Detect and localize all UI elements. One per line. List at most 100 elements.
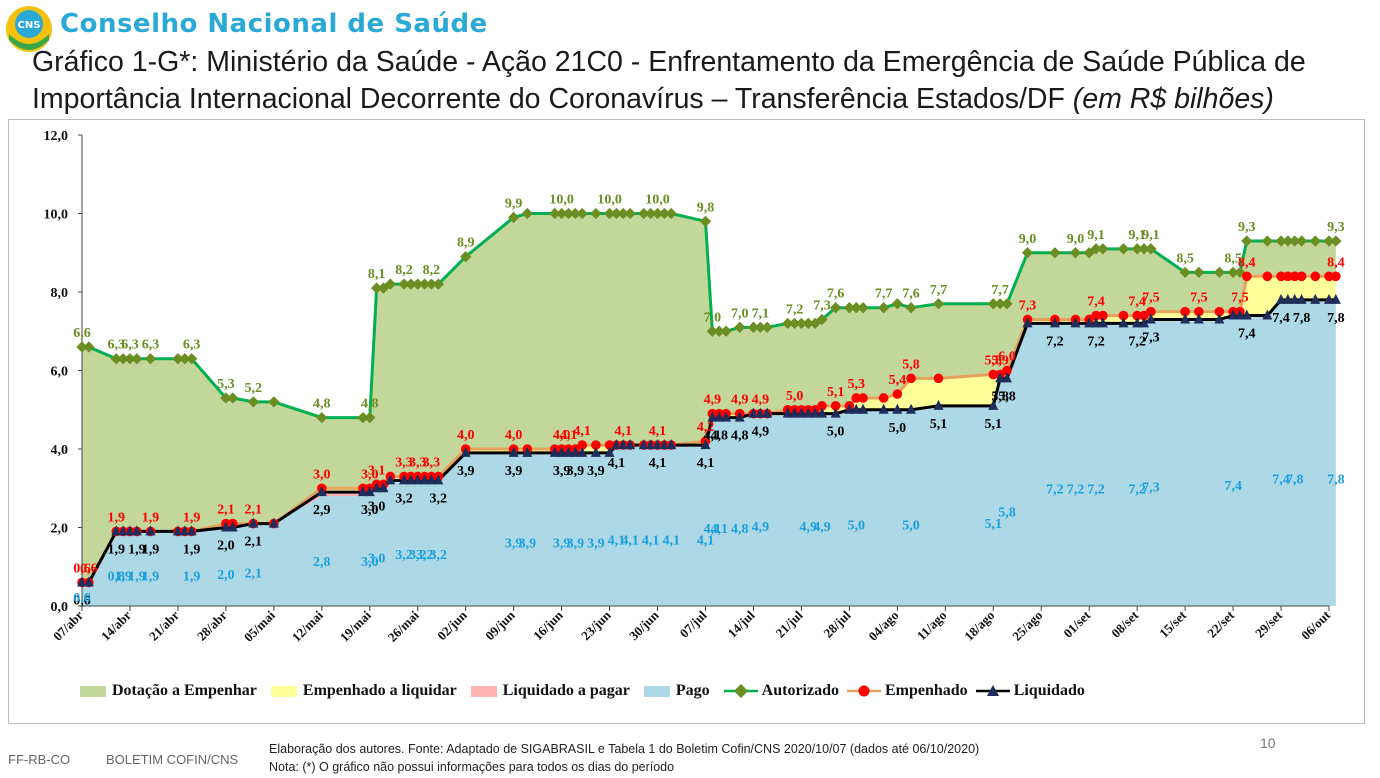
point-autorizado bbox=[227, 392, 239, 404]
data-label-empenhado: 4,9 bbox=[752, 393, 770, 408]
point-liquidado bbox=[268, 517, 279, 528]
data-label-pago: 4,1 bbox=[621, 533, 639, 548]
data-label-pago: 4,1 bbox=[710, 522, 728, 537]
data-label-autorizado: 9,1 bbox=[1087, 228, 1105, 243]
data-label-autorizado: 8,1 bbox=[368, 267, 386, 282]
data-label-pago: 1,9 bbox=[114, 570, 132, 585]
org-name: Conselho Nacional de Saúde bbox=[60, 9, 488, 39]
data-label-pago: 4,1 bbox=[642, 533, 660, 548]
area-dotacao-a-empenhar bbox=[82, 213, 1336, 583]
point-autorizado bbox=[651, 207, 664, 220]
data-label-liquidado: 4,1 bbox=[649, 456, 667, 471]
point-liquidado bbox=[796, 407, 807, 418]
point-liquidado bbox=[357, 486, 368, 497]
data-label-empenhado: 7,5 bbox=[1142, 291, 1160, 306]
data-label-empenhado: 7,4 bbox=[1128, 295, 1146, 310]
data-label-autorizado: 4,8 bbox=[361, 397, 379, 412]
data-label-empenhado: 0,6 bbox=[73, 561, 91, 576]
point-autorizado bbox=[1117, 243, 1130, 255]
y-tick-label: 8,0 bbox=[51, 286, 69, 301]
x-tick-label: 19/mai bbox=[337, 607, 374, 644]
point-liquidado bbox=[364, 486, 375, 497]
data-label-liquidado: 7,8 bbox=[1293, 311, 1311, 326]
point-empenhado bbox=[1194, 306, 1204, 317]
data-label-pago: 7,8 bbox=[1286, 472, 1304, 487]
data-label-empenhado: 2,1 bbox=[245, 503, 263, 518]
x-tick-label: 29/set bbox=[1252, 607, 1286, 641]
point-autorizado bbox=[699, 215, 712, 228]
data-label-pago: 3,0 bbox=[361, 555, 379, 570]
data-label-liquidado: 7,3 bbox=[1142, 330, 1160, 345]
point-empenhado bbox=[830, 401, 841, 411]
point-liquidado bbox=[830, 407, 841, 418]
data-label-empenhado: 7,4 bbox=[1087, 295, 1105, 310]
data-label-liquidado: 4,9 bbox=[752, 425, 770, 440]
point-autorizado bbox=[405, 278, 417, 290]
y-tick-label: 0,0 bbox=[51, 600, 69, 615]
x-tick-label: 18/ago bbox=[961, 608, 997, 644]
legend-item-empenhado-a-liquidar: Empenhado a liquidar bbox=[270, 682, 457, 700]
point-autorizado bbox=[418, 278, 431, 290]
data-label-autorizado: 7,2 bbox=[786, 302, 804, 317]
point-liquidado bbox=[1180, 313, 1191, 324]
point-empenhado bbox=[988, 369, 999, 380]
data-label-empenhado: 1,9 bbox=[142, 510, 160, 525]
data-label-empenhado: 5,4 bbox=[889, 373, 907, 388]
data-label-pago: 7,3 bbox=[1142, 481, 1160, 496]
legend-label-empenhado-a-liquidar: Empenhado a liquidar bbox=[302, 682, 457, 699]
point-autorizado bbox=[1097, 243, 1109, 255]
point-autorizado bbox=[357, 411, 369, 424]
data-label-pago: 3,9 bbox=[587, 537, 605, 552]
point-empenhado bbox=[892, 389, 903, 399]
x-tick-label: 21/jul bbox=[772, 607, 805, 640]
data-label-empenhado: 4,0 bbox=[457, 428, 475, 443]
point-liquidado bbox=[1022, 317, 1033, 328]
data-label-pago: 3,0 bbox=[368, 552, 386, 567]
data-label-pago: 5,0 bbox=[847, 519, 865, 534]
data-label-liquidado: 3,2 bbox=[395, 491, 413, 506]
data-label-liquidado: 5,1 bbox=[985, 417, 1003, 432]
legend-label-dotacao: Dotação a Empenhar bbox=[112, 682, 257, 699]
point-autorizado bbox=[1330, 235, 1342, 247]
point-autorizado bbox=[761, 321, 773, 333]
data-label-liquidado: 2,0 bbox=[217, 539, 235, 554]
data-label-autorizado: 8,2 bbox=[395, 263, 413, 278]
point-liquidado bbox=[549, 446, 560, 457]
page-number: 10 bbox=[1260, 735, 1276, 751]
point-liquidado bbox=[131, 525, 142, 536]
data-label-pago: 3,9 bbox=[553, 537, 571, 552]
data-label-liquidado: 3,0 bbox=[368, 499, 386, 514]
data-label-pago: 7,2 bbox=[1128, 482, 1146, 497]
data-label-liquidado: 2,9 bbox=[313, 503, 331, 518]
x-tick-label: 30/jun bbox=[626, 607, 662, 643]
point-liquidado bbox=[700, 439, 711, 450]
data-label-pago: 3,2 bbox=[416, 548, 434, 563]
data-label-pago: 5,0 bbox=[902, 519, 920, 534]
x-tick-label: 21/abr bbox=[146, 607, 182, 643]
data-label-empenhado: 4,9 bbox=[704, 393, 722, 408]
data-label-pago: 3,9 bbox=[567, 537, 585, 552]
point-autorizado bbox=[1213, 266, 1226, 279]
data-label-liquidado: 3,0 bbox=[361, 503, 379, 518]
data-label-empenhado: 8,4 bbox=[1327, 255, 1345, 270]
y-tick-label: 2,0 bbox=[51, 522, 69, 537]
source-note: Elaboração dos autores. Fonte: Adaptado … bbox=[269, 740, 979, 776]
x-tick-label: 28/abr bbox=[194, 607, 230, 643]
legend-item-liquidado: Liquidado bbox=[975, 682, 1085, 700]
data-label-liquidado: 5,8 bbox=[991, 389, 1009, 404]
data-label-empenhado: 4,1 bbox=[649, 424, 667, 439]
x-tick-label: 04/ago bbox=[865, 608, 901, 644]
data-label-pago: 7,2 bbox=[1087, 482, 1105, 497]
data-label-pago: 4,1 bbox=[697, 533, 715, 548]
x-tick-label: 06/out bbox=[1298, 607, 1334, 643]
point-empenhado bbox=[1289, 271, 1300, 282]
point-autorizado bbox=[610, 207, 623, 220]
point-liquidado bbox=[522, 446, 533, 457]
point-autorizado bbox=[131, 353, 143, 365]
data-label-empenhado: 5,0 bbox=[786, 389, 804, 404]
data-label-liquidado: 5,1 bbox=[930, 417, 948, 432]
point-autorizado bbox=[370, 282, 383, 294]
point-liquidado bbox=[426, 474, 437, 485]
data-label-pago: 3,9 bbox=[505, 537, 523, 552]
